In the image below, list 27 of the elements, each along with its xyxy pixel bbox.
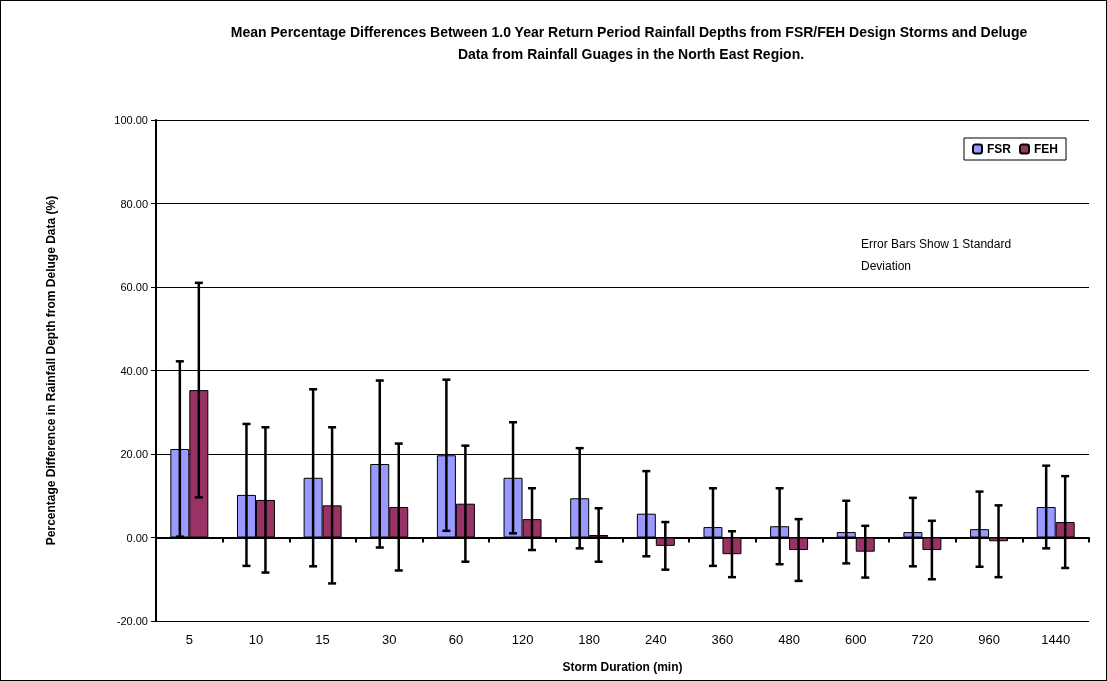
x-tick-label: 5 (185, 632, 193, 647)
y-axis-title: Percentage Difference in Rainfall Depth from Deluge Data (%) (44, 195, 58, 546)
x-tick-label: 960 (978, 632, 1000, 647)
legend-label: FSR (987, 142, 1012, 156)
chart-title: Mean Percentage Differences Between 1.0 Year Return Period Rainfall Depths from FSR/FEH Design Storms and Deluge Data from Rainfall Guages in the North East Region. (230, 24, 1032, 62)
x-tick-label: 180 (578, 632, 601, 647)
y-tick-label: 20.00 (120, 448, 148, 460)
x-tick-label: 15 (315, 632, 330, 647)
x-tick-label: 600 (844, 632, 867, 647)
y-tick-label: 0.00 (126, 531, 148, 544)
y-tick-label: -20.00 (116, 615, 148, 627)
x-tick-label: 480 (778, 632, 800, 647)
x-tick-label: 240 (644, 632, 667, 647)
x-tick-label: 1440 (1041, 632, 1071, 647)
x-tick-label: 30 (382, 632, 397, 647)
x-tick-label: 720 (911, 632, 934, 647)
x-axis-title: Storm Duration (min) (562, 660, 683, 674)
y-tick-label: 80.00 (120, 197, 148, 210)
annotation: Error Bars Show 1 Standard Deviation (861, 237, 1015, 273)
x-tick-label: 60 (448, 632, 464, 647)
y-tick-label: 40.00 (120, 364, 148, 377)
y-tick-label: 60.00 (120, 281, 148, 293)
legend-label: FEH (1034, 142, 1058, 156)
x-tick-label: 120 (511, 632, 534, 647)
x-tick-label: 360 (711, 632, 734, 647)
x-tick-label: 10 (248, 632, 264, 647)
y-tick-label: 100.00 (114, 114, 148, 126)
